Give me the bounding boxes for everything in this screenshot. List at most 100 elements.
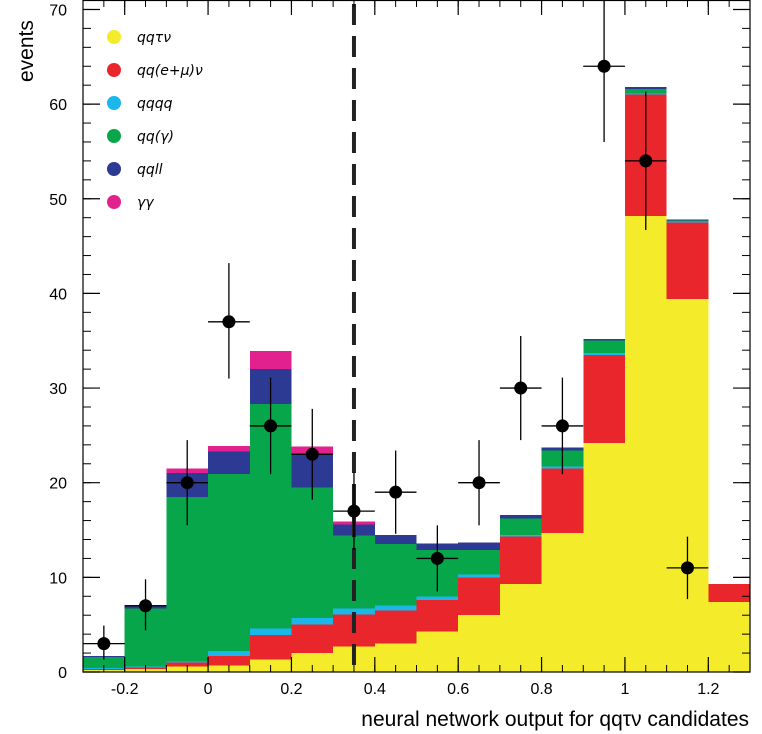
y-tick-label: 30	[49, 381, 67, 398]
bar-series-1-bin-11	[541, 468, 584, 533]
bar-series-1-bin-12	[583, 354, 625, 443]
y-tick-label: 0	[58, 665, 67, 682]
x-tick-label: 0.6	[447, 681, 469, 698]
bar-series-1-bin-15	[708, 583, 750, 602]
bar-series-2-bin-14	[666, 221, 709, 223]
y-axis-label: events	[15, 20, 38, 82]
bar-series-0-bin-5	[291, 653, 334, 672]
bar-series-3-bin-9	[458, 549, 500, 575]
bar-series-2-bin-3	[208, 651, 250, 656]
bar-series-0-bin-13	[624, 215, 667, 672]
bar-series-3-bin-3	[208, 474, 250, 652]
data-marker	[347, 504, 361, 518]
legend-label: qq(e+μ)ν	[137, 63, 203, 79]
y-tick-label: 20	[49, 476, 67, 493]
bar-series-2-bin-10	[499, 534, 542, 537]
legend-label: qqqq	[137, 96, 173, 112]
bar-series-3-bin-12	[583, 340, 625, 354]
x-axis-label: neural network output for qqτν candidate…	[361, 708, 749, 731]
legend-label: qqτν	[137, 30, 171, 46]
bar-series-3-bin-0	[83, 656, 125, 669]
bar-series-0-bin-9	[458, 615, 500, 672]
data-marker	[597, 59, 611, 73]
x-tick-label: 0	[204, 681, 213, 698]
data-point-10	[499, 336, 542, 441]
data-point-5	[291, 408, 334, 500]
bar-series-0-bin-14	[666, 299, 709, 672]
bar-series-0-bin-11	[541, 532, 584, 672]
bar-series-5-bin-3	[208, 445, 250, 452]
data-marker	[305, 447, 319, 461]
data-marker	[639, 154, 653, 168]
bar-series-2-bin-7	[374, 605, 417, 611]
data-marker	[680, 561, 694, 575]
data-marker	[514, 381, 528, 395]
legend-label: qq(γ)	[137, 129, 174, 145]
data-marker	[180, 476, 194, 490]
bar-series-1-bin-14	[666, 222, 709, 300]
bar-series-1-bin-8	[416, 600, 459, 632]
legend-marker	[107, 30, 121, 44]
data-point-3	[208, 263, 250, 379]
y-tick-label: 70	[49, 2, 67, 19]
bar-series-4-bin-14	[666, 219, 709, 221]
stacked-bars	[83, 87, 750, 672]
legend-label: qqll	[137, 162, 163, 178]
bar-series-0-bin-15	[708, 601, 750, 672]
y-tick-label: 60	[49, 97, 67, 114]
data-point-12	[583, 0, 625, 142]
data-point-11	[541, 377, 584, 475]
bar-series-3-bin-10	[499, 518, 542, 535]
bar-series-2-bin-4	[249, 628, 292, 636]
bar-series-2-bin-9	[458, 574, 500, 578]
legend-marker	[107, 96, 121, 110]
data-point-7	[374, 450, 417, 534]
legend: qqτν qq(e+μ)ν qqqq qq(γ) qqll γγ	[107, 30, 203, 211]
data-marker	[97, 637, 111, 651]
data-point-13	[624, 91, 667, 230]
bar-series-3-bin-5	[291, 487, 334, 619]
bar-series-3-bin-14	[666, 220, 709, 222]
bar-series-4-bin-3	[208, 451, 250, 475]
bar-series-2-bin-5	[291, 618, 334, 625]
axes: -0.2 0 0.2 0.4 0.6 0.8 1 1.2 0 10 20 30 40 50 60 70	[49, 0, 751, 698]
x-tick-label: 1	[620, 681, 629, 698]
bar-series-1-bin-5	[291, 624, 334, 654]
legend-marker	[107, 162, 121, 176]
bar-series-1-bin-10	[499, 536, 542, 584]
y-tick-label: 50	[49, 192, 67, 209]
data-point-9	[458, 440, 500, 526]
data-point-2	[166, 440, 209, 526]
data-point-6	[333, 472, 375, 550]
legend-marker	[107, 195, 121, 209]
bar-series-2-bin-12	[583, 353, 625, 355]
bar-series-1-bin-3	[208, 655, 250, 666]
data-point-1	[124, 579, 167, 631]
x-tick-label: 0.8	[530, 681, 552, 698]
data-marker	[222, 315, 236, 329]
bar-series-4-bin-7	[374, 534, 417, 545]
bar-series-4-bin-9	[458, 542, 500, 550]
data-marker	[139, 599, 153, 613]
bar-series-4-bin-13	[624, 87, 667, 89]
legend-label: γγ	[137, 195, 154, 211]
x-tick-label: 0.4	[364, 681, 386, 698]
legend-marker	[107, 63, 121, 77]
bar-series-3-bin-13	[624, 88, 667, 94]
bar-series-5-bin-4	[249, 351, 292, 370]
data-marker	[389, 485, 403, 499]
data-point-8	[416, 525, 459, 592]
x-tick-label: -0.2	[111, 681, 139, 698]
bar-series-1-bin-9	[458, 577, 500, 616]
bar-series-2-bin-2	[166, 661, 209, 663]
data-point-0	[83, 625, 125, 660]
y-tick-label: 40	[49, 286, 67, 303]
data-points	[83, 0, 709, 660]
bar-series-1-bin-2	[166, 662, 209, 667]
y-tick-label: 10	[49, 570, 67, 587]
x-tick-label: 0.2	[280, 681, 302, 698]
data-marker	[264, 419, 278, 433]
bar-series-0-bin-12	[583, 442, 625, 672]
legend-marker	[107, 129, 121, 143]
